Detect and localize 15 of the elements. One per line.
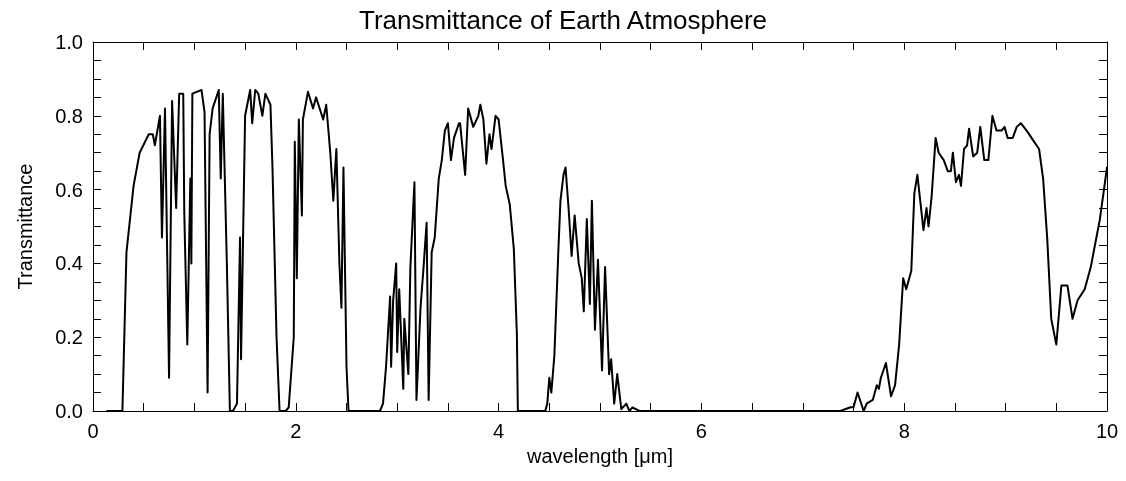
y-tick-label: 0.2 (55, 326, 83, 349)
x-tick-label: 4 (493, 420, 505, 442)
x-tick-label: 0 (87, 420, 99, 442)
x-tick-label: 2 (290, 420, 302, 442)
y-tick-label: 1.0 (55, 31, 83, 53)
x-tick-label: 8 (898, 420, 910, 442)
y-tick-label: 0.0 (55, 400, 83, 422)
y-tick-label: 0.4 (55, 252, 83, 275)
x-axis-title: wavelength [μm] (525, 444, 674, 467)
y-axis-title: Transmittance (14, 163, 36, 290)
chart-title: Transmittance of Earth Atmosphere (358, 5, 768, 35)
x-tick-label: 6 (695, 420, 707, 442)
x-tick-label: 10 (1095, 420, 1119, 442)
y-tick-label: 0.8 (55, 104, 83, 127)
y-tick-label: 0.6 (55, 178, 83, 201)
